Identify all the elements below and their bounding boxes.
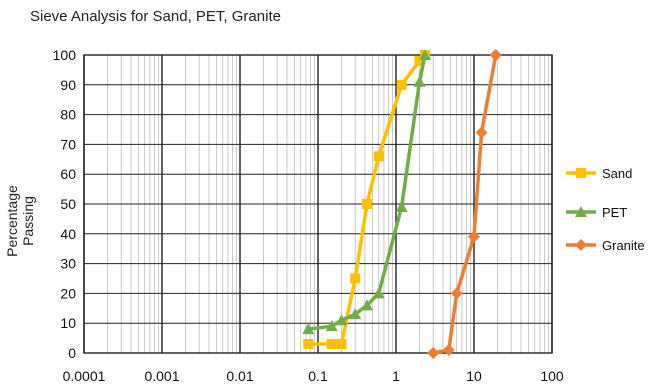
sand-data-point [336, 339, 347, 350]
pet-series-line [308, 54, 427, 331]
sand-data-point [414, 55, 425, 66]
pet-data-point [361, 299, 374, 311]
x-tick-label: 1 [392, 368, 400, 384]
legend-pet-label: PET [602, 205, 627, 220]
legend-granite-marker [575, 239, 587, 251]
granite-data-point [442, 344, 455, 357]
x-tick-label: 0.1 [308, 368, 328, 384]
y-tick-label: 90 [60, 77, 76, 93]
sand-data-point [350, 273, 361, 284]
pet-data-point [413, 75, 426, 87]
legend-granite-label: Granite [602, 238, 645, 253]
granite-data-point [427, 347, 440, 359]
y-tick-label: 100 [53, 47, 77, 63]
y-tick-label: 20 [60, 285, 76, 301]
sand-data-point [373, 151, 384, 162]
sand-data-point [326, 339, 337, 350]
sand-data-point [396, 79, 407, 90]
granite-data-point [468, 230, 480, 243]
granite-data-point [489, 49, 502, 61]
y-tick-label: 40 [60, 226, 76, 242]
sand-data-point [362, 199, 373, 209]
y-tick-label: 70 [60, 136, 76, 152]
x-tick-label: 0.001 [144, 368, 179, 384]
y-tick-label: 50 [60, 196, 76, 212]
legend-sand-label: Sand [602, 166, 632, 181]
pet-data-point [325, 320, 338, 332]
x-tick-label: 10 [466, 368, 482, 384]
pet-data-point [349, 308, 362, 320]
pet-data-point [302, 323, 315, 335]
sand-data-point [303, 339, 314, 350]
granite-data-point [450, 287, 463, 300]
x-tick-label: 0.0001 [63, 368, 106, 384]
plot-frame [83, 54, 553, 354]
y-tick-label: 30 [60, 256, 76, 272]
legend-sand-marker [576, 168, 586, 178]
pet-data-point [419, 49, 432, 60]
x-tick-label: 100 [540, 368, 564, 384]
chart-title: Sieve Analysis for Sand, PET, Granite [30, 8, 281, 25]
pet-data-point [395, 200, 408, 212]
legend-pet-marker [575, 206, 587, 217]
y-tick-label: 0 [68, 345, 76, 361]
pet-data-point [335, 314, 348, 326]
y-tick-label: 60 [60, 166, 76, 182]
pet-data-point [372, 287, 385, 299]
granite-data-point [475, 126, 488, 139]
x-tick-label: 0.01 [226, 368, 253, 384]
y-tick-label: 80 [60, 107, 76, 123]
y-tick-label: 10 [60, 315, 76, 331]
